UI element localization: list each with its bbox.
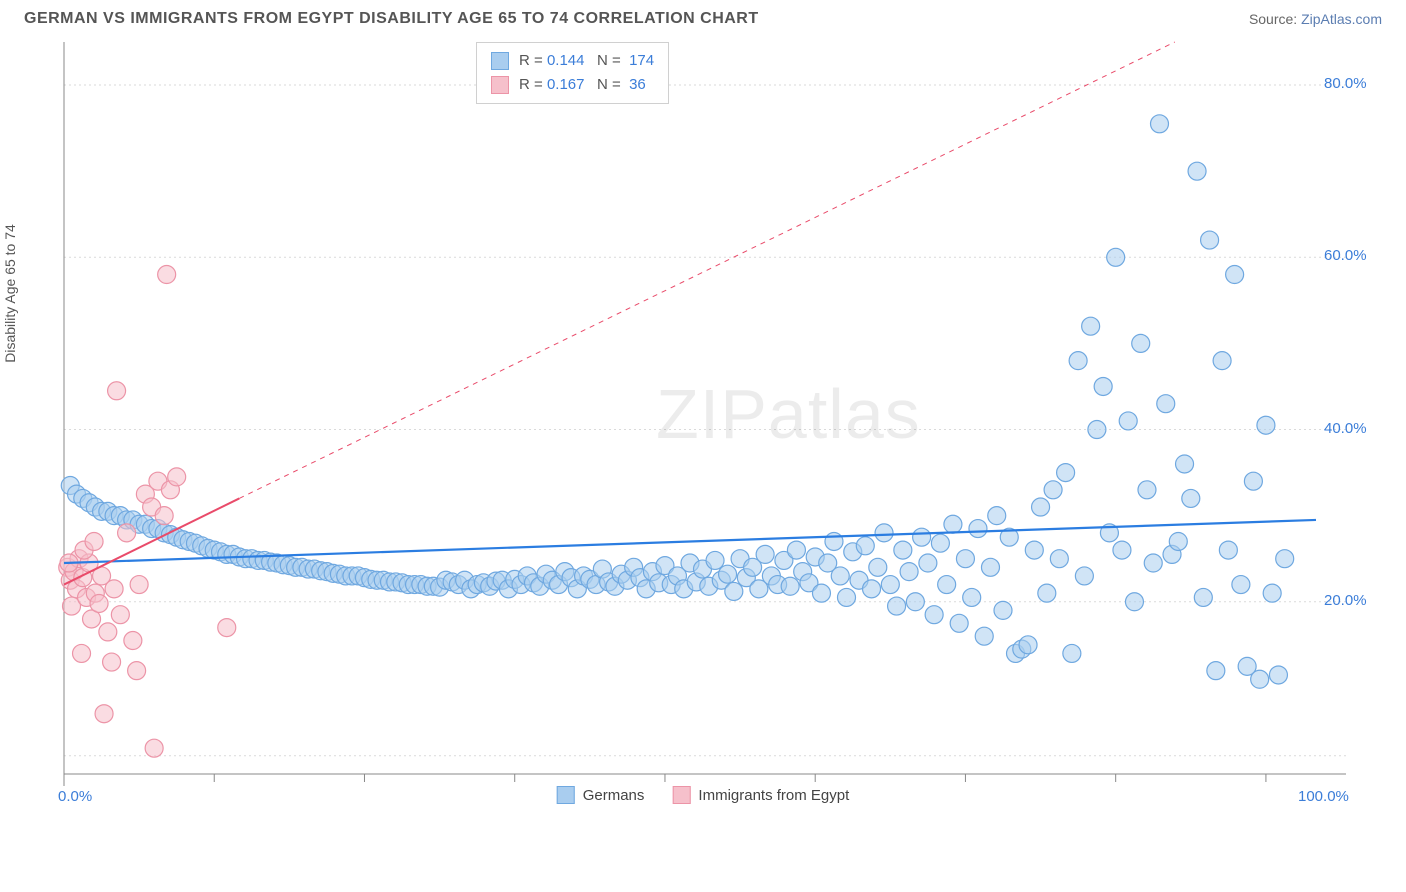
stat-row: R = 0.167 N = 36: [491, 73, 654, 97]
y-tick-label: 40.0%: [1324, 420, 1367, 437]
correlation-stats-box: R = 0.144 N = 174R = 0.167 N = 36: [476, 42, 669, 104]
x-tick-label: 100.0%: [1298, 788, 1349, 805]
y-axis-label: Disability Age 65 to 74: [2, 224, 18, 363]
chart-title: GERMAN VS IMMIGRANTS FROM EGYPT DISABILI…: [24, 10, 759, 28]
legend-swatch: [557, 786, 575, 804]
legend-swatch: [672, 786, 690, 804]
legend-item: Germans: [557, 786, 645, 804]
stat-row: R = 0.144 N = 174: [491, 49, 654, 73]
chart-source: Source: ZipAtlas.com: [1249, 11, 1382, 27]
x-tick-label: 0.0%: [58, 788, 92, 805]
legend: Germans Immigrants from Egypt: [557, 786, 850, 804]
legend-swatch: [491, 76, 509, 94]
legend-label: Germans: [583, 787, 645, 804]
source-link[interactable]: ZipAtlas.com: [1301, 11, 1382, 27]
chart-header: GERMAN VS IMMIGRANTS FROM EGYPT DISABILI…: [0, 0, 1406, 34]
legend-item: Immigrants from Egypt: [672, 786, 849, 804]
y-tick-label: 20.0%: [1324, 592, 1367, 609]
chart-container: Disability Age 65 to 74 ZIPatlas R = 0.1…: [16, 34, 1390, 814]
scatter-chart: [16, 34, 1346, 814]
y-tick-label: 60.0%: [1324, 247, 1367, 264]
y-tick-label: 80.0%: [1324, 75, 1367, 92]
legend-label: Immigrants from Egypt: [698, 787, 849, 804]
legend-swatch: [491, 52, 509, 70]
